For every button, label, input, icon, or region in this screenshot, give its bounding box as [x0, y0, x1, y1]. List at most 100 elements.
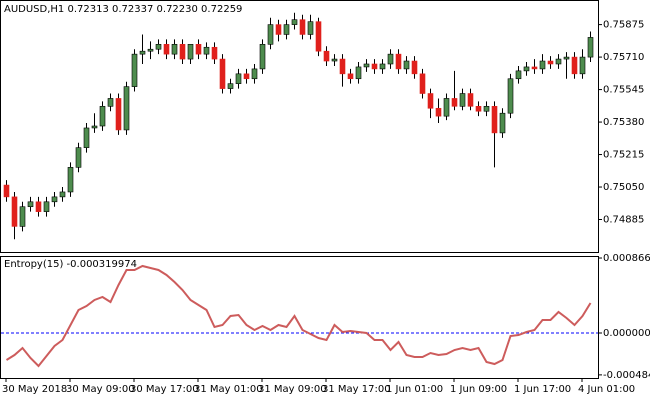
candle-body — [3, 184, 10, 198]
candle-body — [251, 68, 258, 80]
candle-body — [59, 191, 66, 198]
indicator-pane-frame — [0, 256, 599, 379]
candle-body — [235, 73, 242, 84]
candle-body — [547, 60, 554, 65]
candle-body — [403, 60, 410, 70]
candle-body — [75, 147, 82, 168]
candle-body — [571, 56, 578, 75]
indicator-line — [5, 264, 592, 368]
candle-body — [459, 93, 466, 107]
y-tick-label: -0.0004840 — [603, 370, 650, 381]
candle-body — [339, 58, 346, 75]
candle-body — [115, 98, 122, 131]
candle-body — [483, 106, 490, 112]
candle-body — [379, 63, 386, 70]
candle-body — [539, 60, 546, 70]
candle-body — [179, 43, 186, 60]
candle-body — [35, 201, 42, 212]
candle-body — [331, 58, 338, 62]
candle-body — [131, 53, 138, 87]
candle-body — [475, 106, 482, 112]
candle-body — [195, 43, 202, 55]
candle-body — [499, 112, 506, 134]
y-tick-label: 0.0000000 — [603, 328, 650, 339]
candle-body — [307, 21, 314, 35]
candle-body — [227, 83, 234, 89]
x-tick-label: 31 May 09:00 — [258, 384, 327, 395]
candle-body — [523, 66, 530, 72]
candle-body — [67, 167, 74, 193]
candle-body — [155, 43, 162, 50]
candle-body — [387, 53, 394, 65]
x-tick-label: 1 Jun 01:00 — [386, 384, 443, 395]
y-tick-label: 0.0008667 — [603, 253, 650, 264]
candle-body — [291, 19, 298, 25]
x-tick-label: 31 May 17:00 — [322, 384, 391, 395]
candle-body — [187, 43, 194, 60]
candle-body — [347, 73, 354, 80]
candle-body — [43, 201, 50, 212]
x-tick-label: 30 May 09:00 — [66, 384, 135, 395]
x-tick-label: 1 Jun 09:00 — [450, 384, 507, 395]
candle-body — [91, 125, 98, 129]
y-tick-label: 0.75545 — [603, 85, 644, 96]
candle-body — [579, 56, 586, 75]
candle-body — [11, 196, 18, 227]
candle-body — [507, 78, 514, 114]
candle-body — [363, 63, 370, 68]
y-tick-label: 0.75710 — [603, 52, 644, 63]
candle-body — [563, 56, 570, 60]
candle-body — [555, 58, 562, 65]
candle-body — [395, 53, 402, 70]
candle-body — [435, 107, 442, 117]
candle-body — [443, 98, 450, 117]
candle-body — [243, 73, 250, 80]
candle-body — [323, 50, 330, 62]
candle-body — [99, 106, 106, 127]
candle-body — [211, 46, 218, 60]
candle-body — [83, 127, 90, 148]
candle-body — [203, 46, 210, 55]
candle-body — [267, 24, 274, 45]
candle-body — [123, 86, 130, 131]
candle-body — [27, 201, 34, 208]
candle-body — [411, 60, 418, 75]
candle-body — [515, 70, 522, 80]
chart-title: AUDUSD,H1 0.72313 0.72337 0.72230 0.7225… — [4, 4, 242, 15]
indicator-title: Entropy(15) -0.000319974 — [4, 259, 137, 270]
y-tick-label: 0.74885 — [603, 215, 644, 226]
candle-body — [467, 93, 474, 107]
y-tick-label: 0.75380 — [603, 117, 644, 128]
x-tick-label: 30 May 17:00 — [130, 384, 199, 395]
candle-body — [587, 37, 594, 58]
candle-body — [139, 50, 146, 55]
candle-body — [427, 93, 434, 109]
x-tick-label: 1 Jun 17:00 — [514, 384, 571, 395]
candle-body — [371, 63, 378, 70]
x-tick-label: 30 May 2018 — [2, 384, 67, 395]
candle-body — [283, 24, 290, 35]
candle-body — [107, 98, 114, 107]
y-tick-label: 0.75050 — [603, 182, 644, 193]
y-tick-label: 0.75215 — [603, 150, 644, 161]
candle-body — [419, 73, 426, 94]
y-tick-label: 0.75875 — [603, 20, 644, 31]
candle-body — [275, 24, 282, 35]
candle-body — [147, 48, 154, 52]
candle-body — [259, 43, 266, 70]
candle-body — [355, 66, 362, 80]
candle-body — [163, 43, 170, 55]
candle-body — [51, 196, 58, 203]
candle-body — [219, 58, 226, 89]
x-tick-label: 31 May 01:00 — [194, 384, 263, 395]
candle-body — [315, 21, 322, 52]
candle-body — [531, 66, 538, 70]
main-pane-frame — [0, 0, 599, 253]
candle-body — [171, 43, 178, 55]
candle-body — [19, 206, 26, 227]
candle-body — [299, 19, 306, 35]
x-tick-label: 4 Jun 01:00 — [578, 384, 635, 395]
candle-body — [451, 98, 458, 107]
candle-body — [491, 106, 498, 134]
